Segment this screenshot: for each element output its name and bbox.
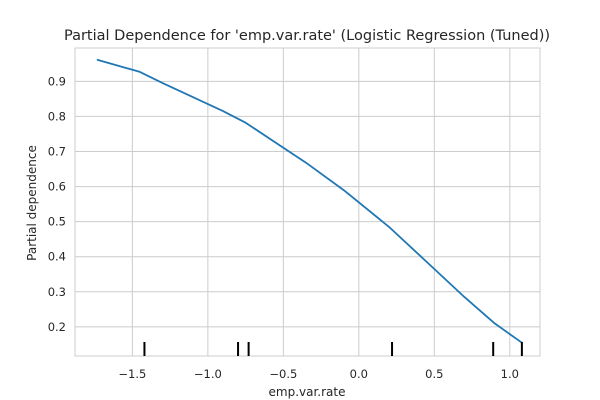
y-tick-labels: 0.2 0.3 0.4 0.5 0.6 0.7 0.8 0.9 [48, 74, 66, 334]
y-gridlines [75, 80, 540, 328]
rug-marks [143, 342, 523, 356]
y-tick-label: 0.7 [48, 144, 66, 158]
y-tick-label: 0.4 [48, 250, 66, 264]
x-tick-label: 1.0 [501, 367, 519, 381]
x-axis-label: emp.var.rate [269, 385, 346, 399]
x-tick-label: −1.5 [118, 367, 146, 381]
x-tick-labels: −1.5 −1.0 −0.5 0.0 0.5 1.0 [118, 367, 519, 381]
x-tick-label: −1.0 [194, 367, 222, 381]
plot-area [74, 47, 541, 357]
x-gridlines [131, 48, 511, 356]
y-tick-label: 0.8 [48, 109, 66, 123]
y-tick-label: 0.9 [48, 74, 66, 88]
y-tick-label: 0.3 [48, 285, 66, 299]
x-tick-label: 0.5 [425, 367, 443, 381]
chart-title: Partial Dependence for 'emp.var.rate' (L… [64, 28, 550, 44]
y-axis-label: Partial dependence [25, 145, 39, 261]
y-tick-label: 0.5 [48, 215, 66, 229]
x-tick-label: 0.0 [350, 367, 368, 381]
y-tick-label: 0.2 [48, 320, 66, 334]
partial-dependence-line [96, 59, 523, 344]
x-tick-label: −0.5 [269, 367, 297, 381]
y-tick-label: 0.6 [48, 180, 66, 194]
series-layer [96, 59, 523, 344]
